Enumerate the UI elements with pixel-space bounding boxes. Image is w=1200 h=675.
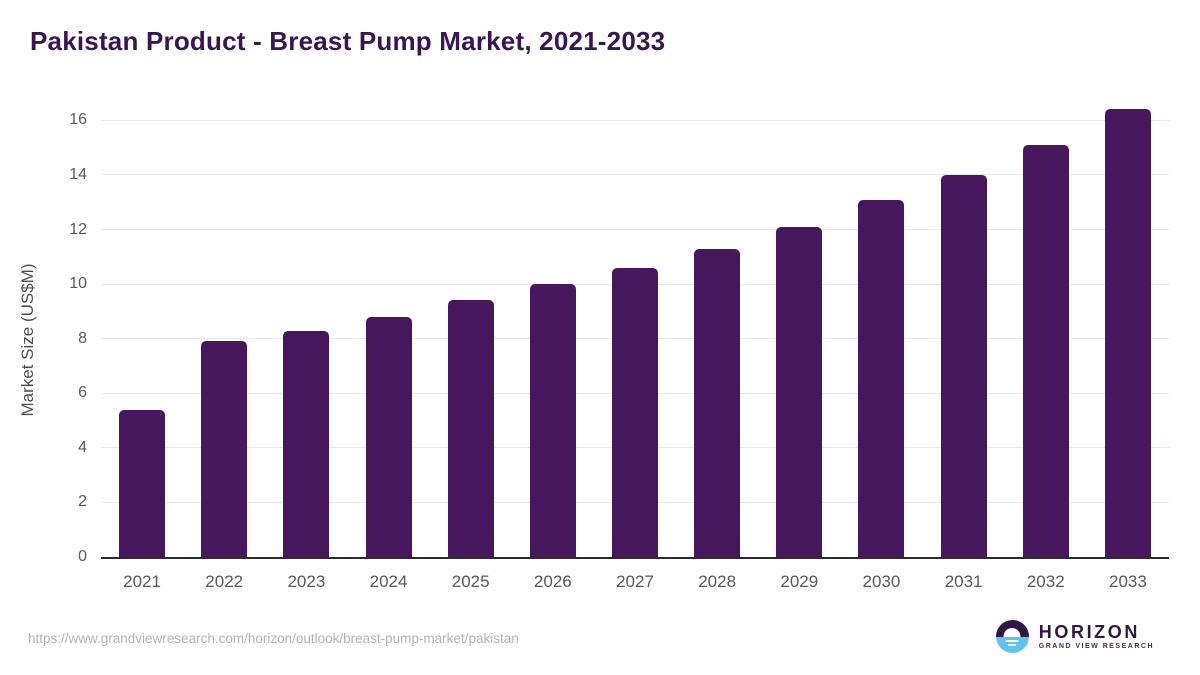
x-tick-label-2027: 2027	[616, 572, 654, 591]
logo-name: HORIZON	[1038, 622, 1140, 642]
y-tick-label-14: 14	[69, 165, 87, 183]
y-tick-label-12: 12	[69, 220, 87, 238]
x-tick-label-2029: 2029	[780, 572, 819, 591]
x-tick-label-2021: 2021	[123, 572, 161, 591]
gridline-y-12	[101, 229, 1169, 231]
logo-icon-ripple	[1008, 644, 1017, 646]
y-tick-label-16: 16	[69, 111, 87, 129]
y-tick-label-10: 10	[69, 275, 87, 293]
logo-icon-ripple	[1005, 639, 1019, 642]
x-axis-labels: 2021 2022 2023 2024 2025 2026 2027 2028 2029 2030…	[101, 572, 1169, 596]
bar-2028[interactable]	[694, 248, 741, 557]
bar-2022[interactable]	[201, 341, 248, 557]
x-tick-label-2022: 2022	[205, 572, 244, 591]
x-tick-label-2030: 2030	[862, 572, 901, 591]
chart-title: Pakistan Product - Breast Pump Market, 2…	[30, 26, 666, 56]
x-tick-label-2024: 2024	[369, 572, 408, 591]
x-tick-label-2033: 2033	[1109, 572, 1147, 591]
source-url-text: https://www.grandviewresearch.com/horizo…	[28, 631, 519, 646]
y-tick-label-6: 6	[78, 384, 87, 402]
logo-tagline: GRAND VIEW RESEARCH	[1038, 643, 1154, 650]
y-tick-label-4: 4	[78, 438, 87, 456]
x-tick-label-2026: 2026	[533, 572, 572, 591]
y-tick-label-8: 8	[78, 329, 87, 347]
x-tick-label-2032: 2032	[1026, 572, 1065, 591]
x-tick-label-2031: 2031	[944, 572, 983, 591]
bar-2023[interactable]	[283, 330, 330, 557]
bar-2029[interactable]	[776, 226, 823, 557]
horizon-logo: HORIZON GRAND VIEW RESEARCH	[995, 620, 1154, 653]
x-tick-label-2023: 2023	[287, 572, 326, 591]
bar-2031[interactable]	[940, 174, 987, 557]
bar-2021[interactable]	[119, 409, 166, 557]
bar-2033[interactable]	[1104, 109, 1151, 557]
y-tick-label-2: 2	[78, 493, 87, 511]
y-tick-label-0: 0	[78, 548, 87, 565]
logo-text: HORIZON GRAND VIEW RESEARCH	[1039, 623, 1154, 650]
x-tick-label-2025: 2025	[451, 572, 490, 591]
bar-2025[interactable]	[447, 300, 494, 557]
x-tick-label-2028: 2028	[698, 572, 737, 591]
bar-2032[interactable]	[1022, 144, 1069, 557]
bar-2027[interactable]	[612, 267, 658, 557]
bar-2026[interactable]	[529, 284, 576, 557]
gridline-y-14	[101, 174, 1169, 176]
plot-area: 0 2 4 6 8 10 12 14 16	[69, 104, 1169, 565]
bar-2024[interactable]	[365, 316, 412, 557]
bar-2030[interactable]	[858, 199, 905, 557]
horizon-sun-icon	[995, 620, 1029, 653]
gridline-y-16	[101, 119, 1169, 121]
logo-icon-sun	[1003, 628, 1021, 637]
